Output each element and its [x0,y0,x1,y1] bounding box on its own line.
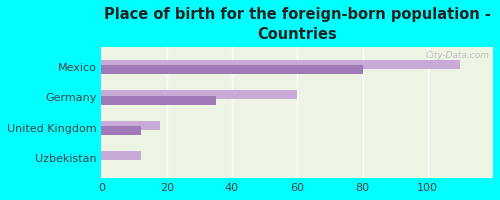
Bar [102,151,140,160]
Bar [102,96,216,105]
Bar [102,60,460,69]
Title: Place of birth for the foreign-born population -
Countries: Place of birth for the foreign-born popu… [104,7,490,42]
Bar [102,121,160,130]
Bar [102,90,297,99]
Bar [102,65,362,74]
Bar [102,126,140,135]
Text: City-Data.com: City-Data.com [425,51,489,60]
